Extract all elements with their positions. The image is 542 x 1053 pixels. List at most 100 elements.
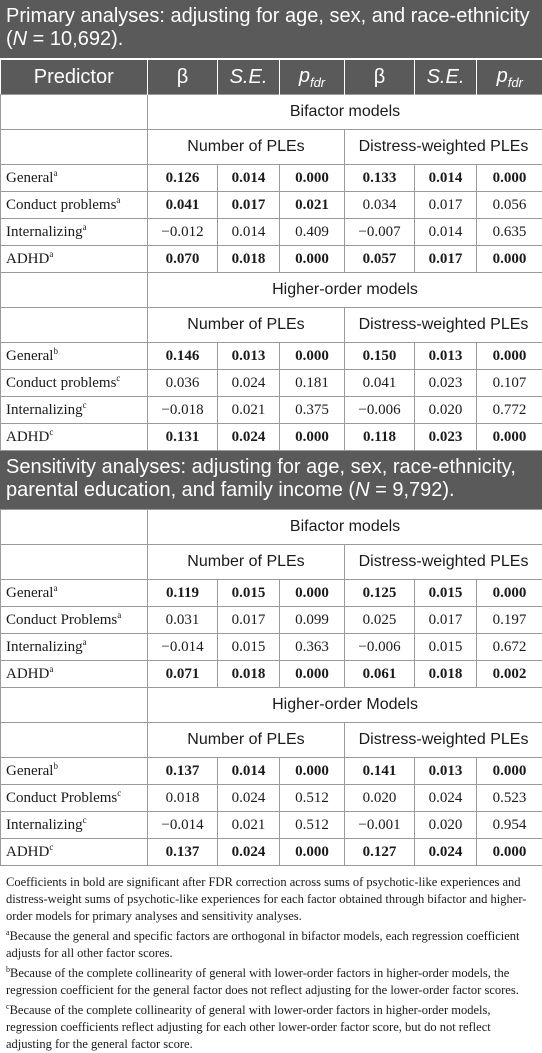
p-fdr-value: 0.000 (477, 839, 542, 866)
sens-bifactor-group-row: Bifactor models (1, 510, 542, 545)
p-fdr-value: 0.772 (477, 397, 542, 424)
se-value: 0.015 (218, 580, 280, 607)
predictor-name: Internalizing (6, 817, 83, 833)
p-subscript: fdr (508, 75, 523, 90)
predictor-name: General (6, 348, 53, 364)
p-fdr-column-header: pfdr (280, 59, 345, 95)
beta-value: 0.018 (148, 785, 218, 812)
predictor-label: Conduct problemsc (1, 370, 148, 397)
se-value: 0.018 (218, 246, 280, 273)
se-column-header: S.E. (218, 59, 280, 95)
blank-cell (1, 510, 148, 545)
beta-value: 0.146 (148, 343, 218, 370)
distress-weighted-ples-heading: Distress-weighted PLEs (345, 545, 542, 580)
beta-value: 0.137 (148, 839, 218, 866)
blank-cell (1, 688, 148, 723)
bifactor-models-heading: Bifactor models (148, 95, 542, 130)
higher-order-group-row: Higher-order models (1, 273, 542, 308)
footnote-marker: c (116, 373, 120, 383)
beta-value: 0.061 (345, 661, 415, 688)
higher-order-models-heading: Higher-order models (148, 273, 542, 308)
p-fdr-value: 0.000 (477, 580, 542, 607)
se-value: 0.015 (415, 580, 477, 607)
se-value: 0.024 (218, 839, 280, 866)
se-value: 0.017 (415, 192, 477, 219)
blank-cell (1, 308, 148, 343)
predictor-name: General (6, 585, 53, 601)
predictor-label: Conduct Problemsc (1, 785, 148, 812)
se-value: 0.013 (415, 758, 477, 785)
predictor-name: ADHD (6, 844, 49, 860)
footnote-marker: a (117, 610, 121, 620)
se-value: 0.015 (218, 634, 280, 661)
footnote-marker: b (53, 346, 58, 356)
footnote-marker: a (83, 222, 87, 232)
footnote-c: cBecause of the complete collinearity of… (6, 1002, 536, 1053)
number-of-ples-heading: Number of PLEs (148, 308, 345, 343)
p-fdr-value: 0.409 (280, 219, 345, 246)
footnote-marker: a (49, 249, 53, 259)
se-value: 0.014 (415, 165, 477, 192)
bifactor-group-row: Bifactor models (1, 95, 542, 130)
predictor-name: ADHD (6, 666, 49, 682)
sensitivity-title-count: = 9,792). (370, 479, 455, 501)
se-value: 0.024 (218, 370, 280, 397)
predictor-label: ADHDa (1, 246, 148, 273)
predictor-label: ADHDc (1, 424, 148, 451)
sens-higher-order-measure-row: Number of PLEs Distress-weighted PLEs (1, 723, 542, 758)
p-fdr-value: 0.021 (280, 192, 345, 219)
blank-cell (1, 723, 148, 758)
blank-cell (1, 95, 148, 130)
footnote-b: bBecause of the complete collinearity of… (6, 965, 536, 999)
se-column-header-2: S.E. (415, 59, 477, 95)
footnote-marker: c (49, 842, 53, 852)
footnote-marker: b (53, 761, 58, 771)
se-value: 0.023 (415, 370, 477, 397)
footnote-marker: a (83, 637, 87, 647)
predictor-name: Conduct Problems (6, 790, 117, 806)
predictor-name: Conduct problems (6, 197, 116, 213)
beta-value: 0.036 (148, 370, 218, 397)
sensitivity-analyses-heading: Sensitivity analyses: adjusting for age,… (0, 451, 542, 509)
blank-cell (1, 273, 148, 308)
se-value: 0.017 (415, 246, 477, 273)
footnote-marker: c (83, 815, 87, 825)
p-fdr-value: 0.056 (477, 192, 542, 219)
table-footnotes: Coefficients in bold are significant aft… (0, 866, 542, 1053)
footnote-main: Coefficients in bold are significant aft… (6, 874, 536, 925)
p-fdr-value: 0.099 (280, 607, 345, 634)
blank-cell (1, 130, 148, 165)
se-value: 0.014 (218, 219, 280, 246)
primary-title-count: = 10,692). (27, 28, 123, 50)
p-fdr-value: 0.107 (477, 370, 542, 397)
footnote-marker: a (53, 583, 57, 593)
p-fdr-value: 0.672 (477, 634, 542, 661)
beta-value: −0.007 (345, 219, 415, 246)
se-value: 0.017 (415, 607, 477, 634)
se-value: 0.015 (415, 634, 477, 661)
beta-value: 0.131 (148, 424, 218, 451)
beta-value: 0.041 (148, 192, 218, 219)
p-letter: p (299, 65, 310, 87)
beta-value: 0.133 (345, 165, 415, 192)
beta-value: 0.141 (345, 758, 415, 785)
beta-value: 0.070 (148, 246, 218, 273)
se-value: 0.013 (218, 343, 280, 370)
beta-value: −0.001 (345, 812, 415, 839)
beta-value: 0.126 (148, 165, 218, 192)
beta-value: 0.041 (345, 370, 415, 397)
p-fdr-value: 0.000 (280, 246, 345, 273)
footnote-marker: a (116, 195, 120, 205)
footnote-b-text: Because of the complete collinearity of … (6, 966, 519, 997)
footnote-marker: a (53, 168, 57, 178)
se-value: 0.017 (218, 607, 280, 634)
beta-value: 0.020 (345, 785, 415, 812)
se-value: 0.018 (218, 661, 280, 688)
beta-value: 0.125 (345, 580, 415, 607)
